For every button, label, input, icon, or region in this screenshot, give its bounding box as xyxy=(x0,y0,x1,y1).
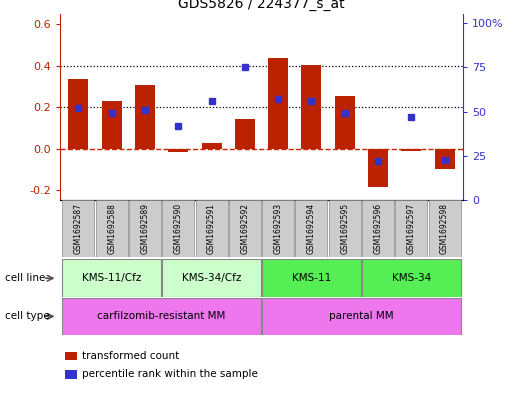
Text: GSM1692598: GSM1692598 xyxy=(440,203,449,254)
Bar xyxy=(196,200,228,257)
Bar xyxy=(135,85,155,149)
Text: GSM1692593: GSM1692593 xyxy=(274,203,282,254)
Title: GDS5826 / 224377_s_at: GDS5826 / 224377_s_at xyxy=(178,0,345,11)
Text: GSM1692589: GSM1692589 xyxy=(141,203,150,254)
Text: GSM1692592: GSM1692592 xyxy=(241,203,249,254)
Text: parental MM: parental MM xyxy=(329,311,394,321)
Bar xyxy=(62,298,261,335)
Bar xyxy=(428,200,461,257)
Text: transformed count: transformed count xyxy=(82,351,179,361)
Bar xyxy=(96,200,128,257)
Text: GSM1692595: GSM1692595 xyxy=(340,203,349,254)
Bar xyxy=(162,259,261,297)
Text: carfilzomib-resistant MM: carfilzomib-resistant MM xyxy=(97,311,226,321)
Bar xyxy=(69,79,88,149)
Bar xyxy=(435,149,454,169)
Text: cell line: cell line xyxy=(5,273,46,283)
Text: GSM1692596: GSM1692596 xyxy=(373,203,382,254)
Bar xyxy=(62,259,161,297)
Text: KMS-34/Cfz: KMS-34/Cfz xyxy=(182,273,241,283)
Bar xyxy=(162,200,194,257)
Bar xyxy=(401,149,421,151)
Bar xyxy=(395,200,427,257)
Bar xyxy=(329,200,361,257)
Bar xyxy=(268,58,288,149)
Text: GSM1692588: GSM1692588 xyxy=(107,203,116,254)
Bar xyxy=(362,259,461,297)
Bar xyxy=(262,298,461,335)
Text: GSM1692587: GSM1692587 xyxy=(74,203,83,254)
Bar xyxy=(262,200,294,257)
Text: GSM1692597: GSM1692597 xyxy=(407,203,416,254)
Text: GSM1692594: GSM1692594 xyxy=(307,203,316,254)
Bar xyxy=(62,200,95,257)
Bar xyxy=(102,101,122,149)
Bar xyxy=(335,95,355,149)
Bar xyxy=(362,200,394,257)
Bar xyxy=(168,149,188,152)
Text: KMS-11/Cfz: KMS-11/Cfz xyxy=(82,273,141,283)
Bar xyxy=(235,119,255,149)
Bar xyxy=(201,143,222,149)
Bar xyxy=(262,259,361,297)
Text: GSM1692591: GSM1692591 xyxy=(207,203,216,254)
Bar xyxy=(129,200,161,257)
Bar xyxy=(301,64,322,149)
Text: cell type: cell type xyxy=(5,311,50,321)
Text: KMS-34: KMS-34 xyxy=(392,273,431,283)
Text: KMS-11: KMS-11 xyxy=(292,273,331,283)
Bar xyxy=(368,149,388,187)
Bar xyxy=(295,200,327,257)
Text: percentile rank within the sample: percentile rank within the sample xyxy=(82,369,258,379)
Bar xyxy=(229,200,261,257)
Text: GSM1692590: GSM1692590 xyxy=(174,203,183,254)
